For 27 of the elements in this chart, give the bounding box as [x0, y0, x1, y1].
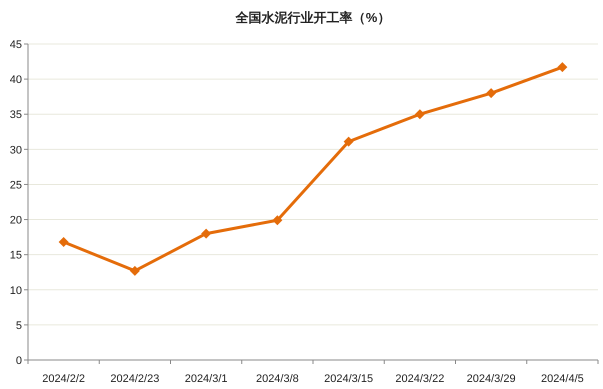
y-tick-label: 30	[10, 144, 22, 156]
point	[557, 62, 568, 72]
point	[414, 109, 425, 120]
y-tick-label: 5	[16, 320, 22, 332]
x-tick-label: 2024/2/2	[42, 373, 86, 385]
y-tick-label: 10	[10, 284, 22, 297]
chart-title: 全国水泥行业开工率（%）	[234, 10, 390, 25]
x-tick-label: 2024/3/1	[184, 373, 228, 385]
x-tick-label: 2024/4/5	[540, 373, 584, 385]
x-tick-label: 2024/3/15	[324, 373, 374, 385]
y-tick-label: 40	[10, 74, 22, 86]
point	[58, 237, 69, 248]
x-tick-label: 2024/3/22	[395, 373, 444, 385]
y-tick-label: 20	[10, 214, 22, 227]
y-tick-label: 15	[10, 250, 22, 262]
point	[201, 228, 212, 239]
point	[344, 136, 354, 147]
y-tick-label: 35	[10, 109, 22, 122]
y-tick-label: 0	[16, 355, 22, 367]
y-tick-label: 25	[10, 179, 22, 192]
point	[272, 215, 282, 226]
y-tick-label: 45	[10, 39, 22, 51]
x-tick-label: 2024/3/29	[466, 373, 516, 385]
point	[486, 88, 496, 98]
point	[130, 266, 140, 276]
x-tick-label: 2024/2/23	[110, 373, 160, 385]
x-tick-label: 2024/3/8	[256, 373, 299, 385]
